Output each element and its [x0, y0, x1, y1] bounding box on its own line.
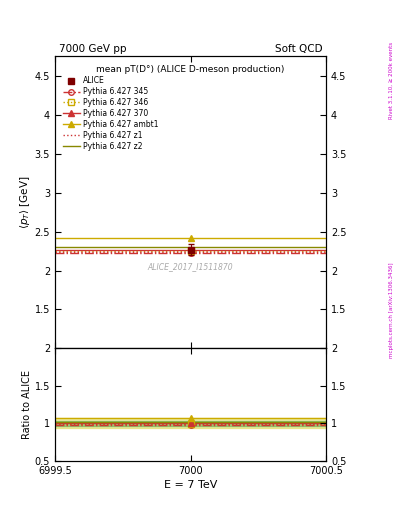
Bar [55, 418, 326, 428]
X-axis label: E = 7 TeV: E = 7 TeV [164, 480, 217, 490]
Text: 7000 GeV pp: 7000 GeV pp [59, 44, 127, 54]
Bar [55, 421, 326, 425]
Text: Rivet 3.1.10, ≥ 200k events: Rivet 3.1.10, ≥ 200k events [389, 42, 393, 119]
Text: mcplots.cern.ch [arXiv:1306.3436]: mcplots.cern.ch [arXiv:1306.3436] [389, 262, 393, 357]
Y-axis label: $\langle p_T \rangle$ [GeV]: $\langle p_T \rangle$ [GeV] [18, 176, 32, 229]
Legend: ALICE, Pythia 6.427 345, Pythia 6.427 346, Pythia 6.427 370, Pythia 6.427 ambt1,: ALICE, Pythia 6.427 345, Pythia 6.427 34… [62, 75, 160, 152]
Text: Soft QCD: Soft QCD [275, 44, 322, 54]
Y-axis label: Ratio to ALICE: Ratio to ALICE [22, 370, 32, 439]
Text: ALICE_2017_I1511870: ALICE_2017_I1511870 [148, 262, 233, 271]
Text: mean pT(D°) (ALICE D-meson production): mean pT(D°) (ALICE D-meson production) [96, 65, 285, 74]
